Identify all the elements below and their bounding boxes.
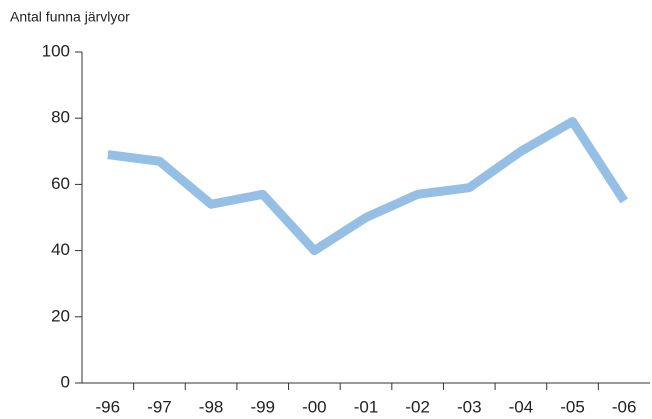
y-tick-label: 60 [51, 174, 70, 193]
x-tick-label: -01 [354, 397, 379, 416]
x-tick-label: -97 [147, 397, 172, 416]
y-axis-label: Antal funna järvlyor [10, 9, 130, 25]
x-tick-label: -96 [96, 397, 121, 416]
line-series [107, 117, 628, 256]
y-tick-label: 0 [61, 372, 70, 391]
y-tick-label: 20 [51, 306, 70, 325]
x-tick-label: -00 [302, 397, 327, 416]
y-tick-label: 80 [51, 108, 70, 127]
x-tick-label: -98 [199, 397, 224, 416]
x-tick-label: -04 [509, 397, 534, 416]
x-tick-label: -03 [457, 397, 482, 416]
y-tick-label: 100 [42, 41, 70, 60]
x-tick-label: -05 [560, 397, 585, 416]
y-tick-label: 40 [51, 240, 70, 259]
x-tick-label: -06 [612, 397, 637, 416]
x-tick-label: -99 [250, 397, 275, 416]
x-tick-label: -02 [405, 397, 430, 416]
